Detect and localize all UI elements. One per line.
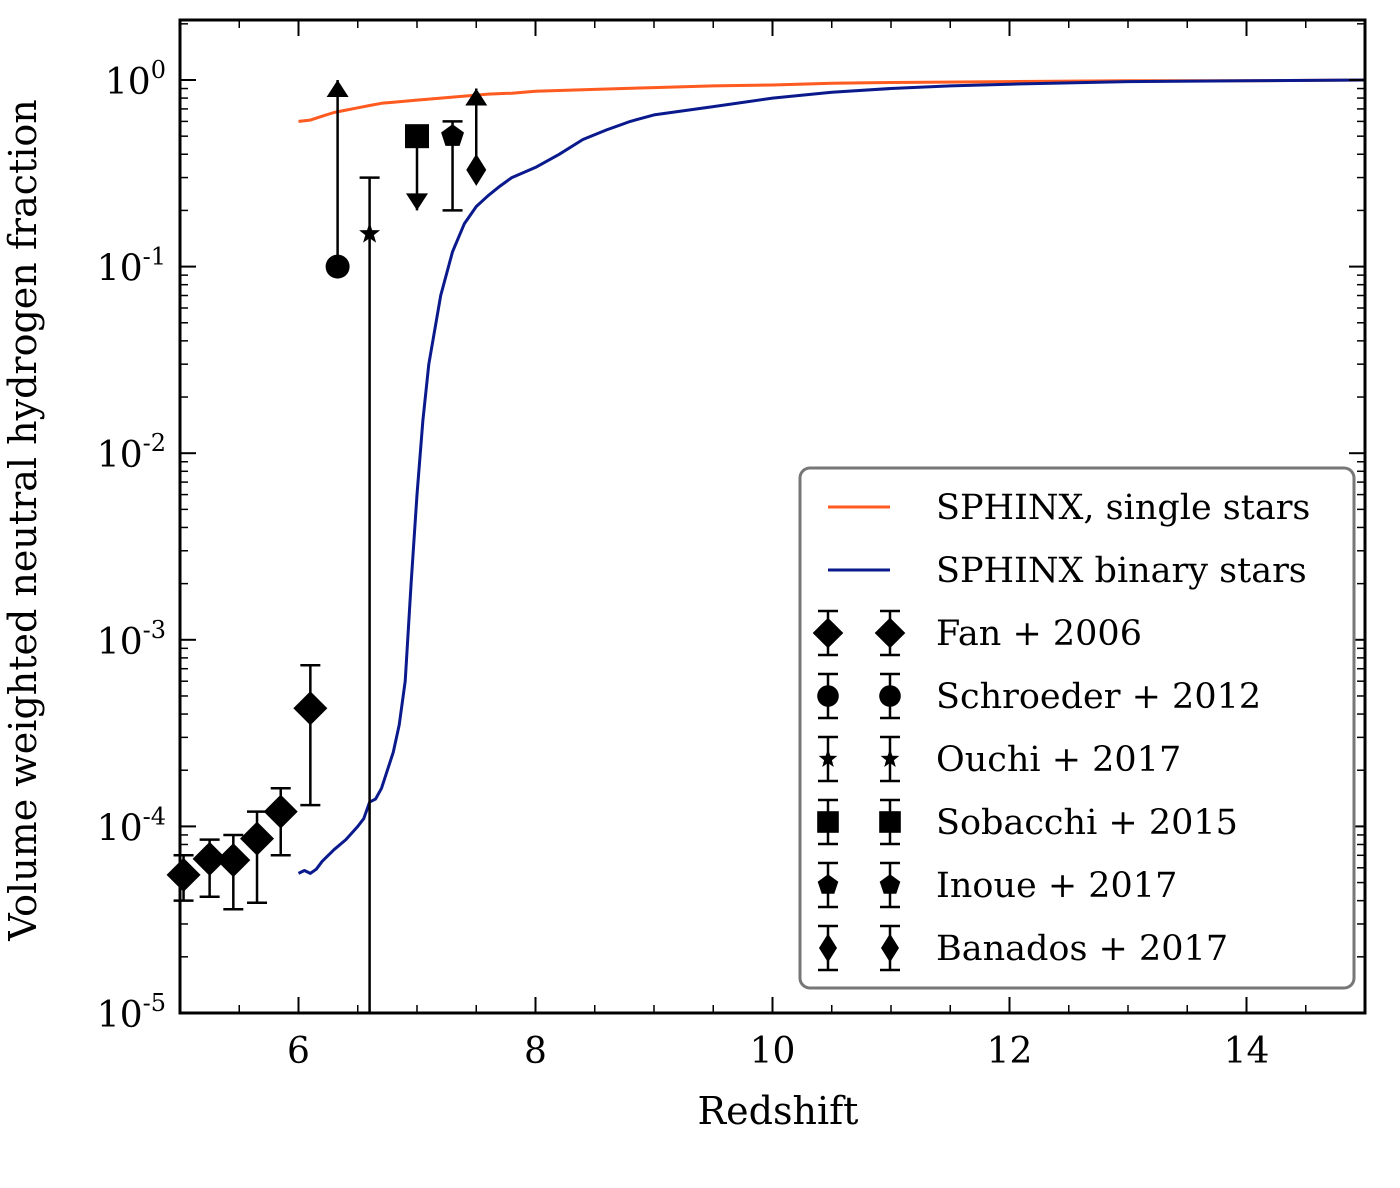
- legend-label: Fan + 2006: [936, 614, 1142, 654]
- marker-star: [818, 749, 838, 767]
- marker-pentagon: [817, 874, 839, 894]
- legend-label: Inoue + 2017: [936, 866, 1177, 906]
- y-tick-label: 10-3: [97, 616, 166, 663]
- marker-star: [359, 222, 381, 243]
- y-tick-label: 10-4: [97, 802, 166, 849]
- marker-thin-diamond: [466, 153, 487, 186]
- legend-box: [798, 466, 1356, 990]
- y-tick-label: 100: [105, 56, 166, 103]
- marker-square: [817, 811, 839, 833]
- x-tick-label: 10: [750, 1031, 796, 1072]
- marker-pentagon: [441, 124, 464, 146]
- marker-thin-diamond: [881, 933, 899, 963]
- marker-diamond: [293, 691, 328, 726]
- legend-label: SPHINX, single stars: [936, 488, 1310, 528]
- marker-star: [880, 749, 900, 767]
- limit-arrow: [326, 80, 349, 97]
- x-tick-label: 12: [987, 1031, 1033, 1072]
- y-tick-label: 10-2: [97, 429, 166, 476]
- marker-diamond: [166, 857, 201, 892]
- marker-square: [405, 124, 429, 149]
- x-tick-label: 14: [1224, 1031, 1270, 1072]
- y-tick-label: 10-1: [97, 243, 166, 290]
- series-lines: [297, 78, 1366, 875]
- y-tick-labels: 10-5 10-4 10-3 10-2 10-1 100: [97, 56, 166, 1036]
- marker-square: [879, 811, 901, 833]
- marker-diamond: [874, 617, 906, 649]
- legend-label: Banados + 2017: [936, 929, 1228, 969]
- series-line: [298, 78, 1366, 123]
- x-tick-label: 8: [524, 1031, 547, 1072]
- legend-label: Ouchi + 2017: [936, 740, 1181, 780]
- marker-diamond: [812, 617, 844, 649]
- legend: SPHINX, single stars SPHINX binary stars F…: [798, 466, 1356, 990]
- x-axis-label: Redshift: [698, 1089, 859, 1133]
- ticks: [180, 20, 1365, 1014]
- x-tick-labels: 6 8 10 12 14: [287, 1031, 1269, 1072]
- marker-diamond: [263, 794, 298, 829]
- marker-circle: [879, 685, 901, 707]
- limit-arrow: [465, 88, 488, 106]
- marker-diamond: [192, 841, 227, 876]
- legend-label: Schroeder + 2012: [936, 677, 1261, 717]
- legend-label: SPHINX binary stars: [936, 551, 1307, 591]
- y-axis-label: Volume weighted neutral hydrogen fractio…: [1, 99, 45, 942]
- legend-label: Sobacchi + 2015: [936, 803, 1238, 843]
- marker-diamond: [216, 843, 251, 878]
- x-tick-label: 6: [287, 1031, 310, 1072]
- observations: [166, 80, 488, 1013]
- y-tick-label: 10-5: [97, 989, 166, 1036]
- marker-circle: [817, 685, 839, 707]
- marker-pentagon: [879, 874, 901, 894]
- marker-diamond: [240, 821, 275, 856]
- marker-thin-diamond: [819, 933, 837, 963]
- limit-arrow: [406, 193, 428, 211]
- marker-circle: [325, 254, 350, 279]
- series-line: [297, 78, 1366, 875]
